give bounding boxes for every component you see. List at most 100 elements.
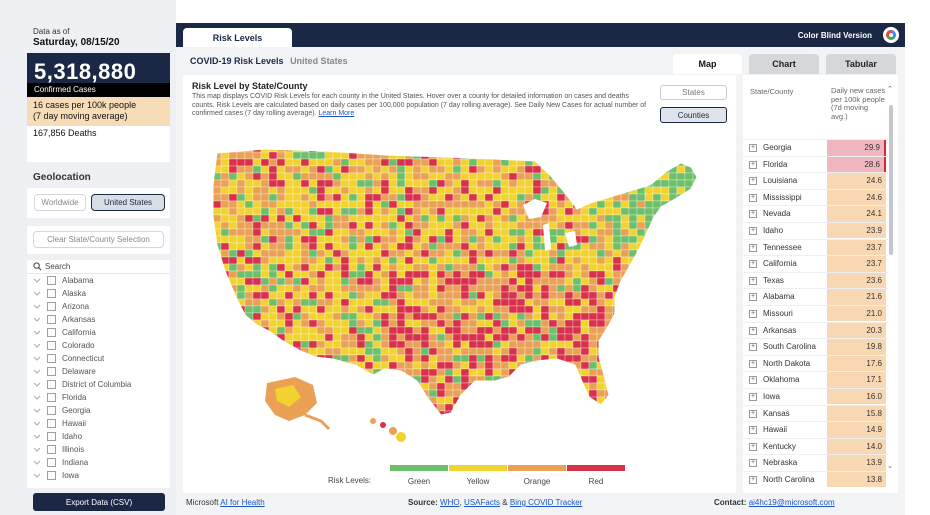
tab-map[interactable]: Map bbox=[673, 54, 742, 74]
state-slicer-item[interactable]: Iowa bbox=[27, 469, 170, 482]
checkbox[interactable] bbox=[47, 341, 56, 350]
table-row[interactable]: + Missouri 21.0 bbox=[743, 304, 888, 322]
table-row[interactable]: + Iowa 16.0 bbox=[743, 387, 888, 405]
chevron-down-icon[interactable] bbox=[33, 380, 47, 389]
checkbox[interactable] bbox=[47, 328, 56, 337]
expand-icon[interactable]: + bbox=[749, 160, 757, 169]
state-slicer-item[interactable]: Arkansas bbox=[27, 313, 170, 326]
checkbox[interactable] bbox=[47, 471, 56, 480]
export-csv-button[interactable]: Export Data (CSV) bbox=[33, 493, 165, 511]
state-slicer-item[interactable]: Illinois bbox=[27, 443, 170, 456]
checkbox[interactable] bbox=[47, 406, 56, 415]
table-row[interactable]: + Arkansas 20.3 bbox=[743, 321, 888, 339]
chevron-down-icon[interactable] bbox=[33, 471, 47, 480]
table-row[interactable]: + Oklahoma 17.1 bbox=[743, 371, 888, 388]
states-button[interactable]: States bbox=[660, 85, 727, 100]
column-header-daily[interactable]: Daily new cases per 100k people (7d movi… bbox=[831, 86, 886, 121]
expand-icon[interactable]: + bbox=[749, 442, 757, 451]
checkbox[interactable] bbox=[47, 276, 56, 285]
table-row[interactable]: + Nebraska 13.9 bbox=[743, 454, 888, 471]
checkbox[interactable] bbox=[47, 302, 56, 311]
usafacts-link[interactable]: USAFacts bbox=[464, 498, 501, 507]
table-row[interactable]: + South Carolina 19.8 bbox=[743, 338, 888, 355]
expand-icon[interactable]: + bbox=[749, 276, 757, 285]
worldwide-button[interactable]: Worldwide bbox=[34, 194, 86, 211]
table-row[interactable]: + Louisiana 24.6 bbox=[743, 172, 888, 189]
chevron-down-icon[interactable] bbox=[33, 354, 47, 363]
state-slicer-item[interactable]: Florida bbox=[27, 391, 170, 404]
bing-tracker-link[interactable]: Bing COVID Tracker bbox=[509, 498, 583, 507]
checkbox[interactable] bbox=[47, 354, 56, 363]
contact-email-link[interactable]: ai4hc19@microsoft.com bbox=[748, 498, 835, 507]
scroll-down-icon[interactable]: ⌄ bbox=[887, 463, 893, 470]
chevron-down-icon[interactable] bbox=[33, 445, 47, 454]
state-slicer-item[interactable]: Idaho bbox=[27, 430, 170, 443]
tab-tabular[interactable]: Tabular bbox=[826, 54, 896, 74]
chevron-down-icon[interactable] bbox=[33, 458, 47, 467]
table-row[interactable]: + Nevada 24.1 bbox=[743, 205, 888, 222]
state-slicer-item[interactable]: Connecticut bbox=[27, 352, 170, 365]
chevron-down-icon[interactable] bbox=[33, 302, 47, 311]
us-county-map[interactable] bbox=[205, 145, 705, 450]
chevron-down-icon[interactable] bbox=[33, 328, 47, 337]
state-slicer-item[interactable]: Indiana bbox=[27, 456, 170, 469]
expand-icon[interactable]: + bbox=[749, 392, 757, 401]
expand-icon[interactable]: + bbox=[749, 309, 757, 318]
chevron-down-icon[interactable] bbox=[33, 367, 47, 376]
table-row[interactable]: + Tennessee 23.7 bbox=[743, 238, 888, 256]
checkbox[interactable] bbox=[47, 432, 56, 441]
state-slicer-item[interactable]: Hawaii bbox=[27, 417, 170, 430]
checkbox[interactable] bbox=[47, 380, 56, 389]
tab-chart[interactable]: Chart bbox=[749, 54, 819, 74]
slicer-search[interactable]: Search bbox=[27, 260, 170, 274]
state-slicer-item[interactable]: California bbox=[27, 326, 170, 339]
chevron-down-icon[interactable] bbox=[33, 393, 47, 402]
expand-icon[interactable]: + bbox=[749, 260, 757, 269]
table-row[interactable]: + Kentucky 14.0 bbox=[743, 437, 888, 455]
table-row[interactable]: + Alabama 21.6 bbox=[743, 288, 888, 305]
state-slicer-item[interactable]: Alabama bbox=[27, 274, 170, 287]
who-link[interactable]: WHO bbox=[440, 498, 460, 507]
state-slicer-item[interactable]: Georgia bbox=[27, 404, 170, 417]
checkbox[interactable] bbox=[47, 289, 56, 298]
expand-icon[interactable]: + bbox=[749, 210, 757, 219]
checkbox[interactable] bbox=[47, 393, 56, 402]
chevron-down-icon[interactable] bbox=[33, 315, 47, 324]
state-slicer-item[interactable]: Arizona bbox=[27, 300, 170, 313]
column-header-state[interactable]: State/County bbox=[750, 87, 794, 96]
state-slicer-item[interactable]: Delaware bbox=[27, 365, 170, 378]
table-row[interactable]: + Georgia 29.9 bbox=[743, 139, 888, 156]
chevron-down-icon[interactable] bbox=[33, 341, 47, 350]
expand-icon[interactable]: + bbox=[749, 409, 757, 418]
counties-button[interactable]: Counties bbox=[660, 107, 727, 123]
chevron-down-icon[interactable] bbox=[33, 289, 47, 298]
table-row[interactable]: + North Carolina 13.8 bbox=[743, 470, 888, 488]
scroll-up-icon[interactable]: ⌃ bbox=[887, 86, 893, 93]
checkbox[interactable] bbox=[47, 419, 56, 428]
expand-icon[interactable]: + bbox=[749, 475, 757, 484]
expand-icon[interactable]: + bbox=[749, 359, 757, 368]
united-states-button[interactable]: United States bbox=[91, 194, 165, 211]
table-scrollbar[interactable] bbox=[889, 105, 893, 255]
expand-icon[interactable]: + bbox=[749, 193, 757, 202]
ai-for-health-link[interactable]: AI for Health bbox=[220, 498, 265, 507]
expand-icon[interactable]: + bbox=[749, 326, 757, 335]
state-slicer-item[interactable]: Alaska bbox=[27, 287, 170, 300]
clear-selection-button[interactable]: Clear State/County Selection bbox=[33, 231, 164, 248]
color-wheel-icon[interactable] bbox=[883, 27, 899, 43]
table-row[interactable]: + Florida 28.6 bbox=[743, 155, 888, 173]
table-row[interactable]: + Texas 23.6 bbox=[743, 271, 888, 289]
expand-icon[interactable]: + bbox=[749, 177, 757, 186]
state-slicer-item[interactable]: District of Columbia bbox=[27, 378, 170, 391]
checkbox[interactable] bbox=[47, 458, 56, 467]
expand-icon[interactable]: + bbox=[749, 343, 757, 352]
checkbox[interactable] bbox=[47, 445, 56, 454]
table-row[interactable]: + Idaho 23.9 bbox=[743, 221, 888, 239]
table-row[interactable]: + Mississippi 24.6 bbox=[743, 188, 888, 206]
chevron-down-icon[interactable] bbox=[33, 432, 47, 441]
expand-icon[interactable]: + bbox=[749, 293, 757, 302]
tab-risk-levels[interactable]: Risk Levels bbox=[183, 28, 292, 47]
color-blind-toggle[interactable]: Color Blind Version bbox=[797, 31, 872, 40]
learn-more-link[interactable]: Learn More bbox=[318, 110, 355, 117]
chevron-down-icon[interactable] bbox=[33, 419, 47, 428]
